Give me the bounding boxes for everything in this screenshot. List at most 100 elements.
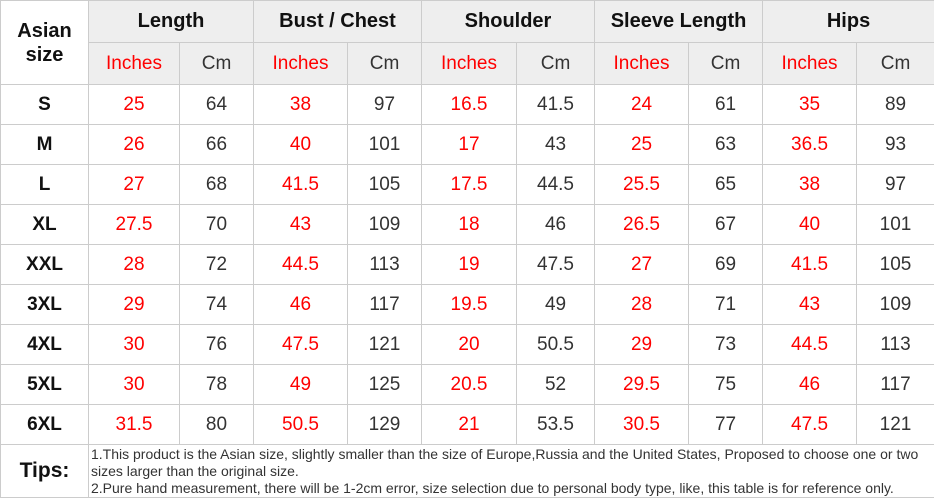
unit-header-row: Inches Cm Inches Cm Inches Cm Inches Cm … — [1, 43, 934, 85]
inches-value: 50.5 — [254, 405, 348, 445]
inches-value: 19.5 — [422, 285, 517, 325]
cm-value: 78 — [180, 365, 254, 405]
unit-header-inches: Inches — [763, 43, 857, 85]
inches-value: 30 — [89, 325, 180, 365]
inches-value: 25 — [595, 125, 689, 165]
inches-value: 41.5 — [254, 165, 348, 205]
cm-value: 117 — [348, 285, 422, 325]
inches-value: 35 — [763, 85, 857, 125]
cm-value: 97 — [348, 85, 422, 125]
cm-value: 63 — [689, 125, 763, 165]
inches-value: 28 — [595, 285, 689, 325]
cm-value: 113 — [857, 325, 934, 365]
cm-value: 46 — [517, 205, 595, 245]
inches-value: 18 — [422, 205, 517, 245]
size-label: XL — [1, 205, 89, 245]
cm-value: 66 — [180, 125, 254, 165]
inches-value: 47.5 — [763, 405, 857, 445]
unit-header-inches: Inches — [254, 43, 348, 85]
inches-value: 46 — [254, 285, 348, 325]
inches-value: 27 — [595, 245, 689, 285]
tips-row: Tips: 1.This product is the Asian size, … — [1, 445, 934, 498]
unit-header-inches: Inches — [89, 43, 180, 85]
cm-value: 101 — [857, 205, 934, 245]
group-header-length: Length — [89, 1, 254, 43]
cm-value: 105 — [857, 245, 934, 285]
inches-value: 44.5 — [763, 325, 857, 365]
inches-value: 16.5 — [422, 85, 517, 125]
inches-value: 47.5 — [254, 325, 348, 365]
unit-header-cm: Cm — [348, 43, 422, 85]
cm-value: 53.5 — [517, 405, 595, 445]
cm-value: 71 — [689, 285, 763, 325]
inches-value: 29.5 — [595, 365, 689, 405]
cm-value: 64 — [180, 85, 254, 125]
cm-value: 80 — [180, 405, 254, 445]
inches-value: 46 — [763, 365, 857, 405]
cm-value: 121 — [348, 325, 422, 365]
inches-value: 17.5 — [422, 165, 517, 205]
unit-header-cm: Cm — [517, 43, 595, 85]
cm-value: 97 — [857, 165, 934, 205]
group-header-row: Asian size Length Bust / Chest Shoulder … — [1, 1, 934, 43]
inches-value: 43 — [763, 285, 857, 325]
group-header-sleeve-length: Sleeve Length — [595, 1, 763, 43]
inches-value: 25.5 — [595, 165, 689, 205]
cm-value: 109 — [857, 285, 934, 325]
cm-value: 72 — [180, 245, 254, 285]
unit-header-cm: Cm — [180, 43, 254, 85]
cm-value: 89 — [857, 85, 934, 125]
cm-value: 61 — [689, 85, 763, 125]
cm-value: 49 — [517, 285, 595, 325]
group-header-bust-chest: Bust / Chest — [254, 1, 422, 43]
inches-value: 43 — [254, 205, 348, 245]
inches-value: 17 — [422, 125, 517, 165]
cm-value: 69 — [689, 245, 763, 285]
cm-value: 93 — [857, 125, 934, 165]
cm-value: 70 — [180, 205, 254, 245]
cm-value: 73 — [689, 325, 763, 365]
unit-header-inches: Inches — [422, 43, 517, 85]
size-label: XXL — [1, 245, 89, 285]
inches-value: 40 — [254, 125, 348, 165]
size-label: 5XL — [1, 365, 89, 405]
size-label: M — [1, 125, 89, 165]
group-header-hips: Hips — [763, 1, 934, 43]
cm-value: 105 — [348, 165, 422, 205]
inches-value: 40 — [763, 205, 857, 245]
cm-value: 75 — [689, 365, 763, 405]
cm-value: 47.5 — [517, 245, 595, 285]
inches-value: 30.5 — [595, 405, 689, 445]
size-label: 4XL — [1, 325, 89, 365]
inches-value: 20 — [422, 325, 517, 365]
size-label: L — [1, 165, 89, 205]
inches-value: 29 — [89, 285, 180, 325]
cm-value: 117 — [857, 365, 934, 405]
unit-header-cm: Cm — [689, 43, 763, 85]
cm-value: 52 — [517, 365, 595, 405]
cm-value: 67 — [689, 205, 763, 245]
inches-value: 26.5 — [595, 205, 689, 245]
inches-value: 38 — [254, 85, 348, 125]
tips-label: Tips: — [1, 445, 89, 498]
inches-value: 25 — [89, 85, 180, 125]
cm-value: 41.5 — [517, 85, 595, 125]
cm-value: 50.5 — [517, 325, 595, 365]
inches-value: 20.5 — [422, 365, 517, 405]
inches-value: 31.5 — [89, 405, 180, 445]
cm-value: 68 — [180, 165, 254, 205]
cm-value: 74 — [180, 285, 254, 325]
group-header-shoulder: Shoulder — [422, 1, 595, 43]
inches-value: 27 — [89, 165, 180, 205]
inches-value: 21 — [422, 405, 517, 445]
unit-header-inches: Inches — [595, 43, 689, 85]
cm-value: 129 — [348, 405, 422, 445]
cm-value: 44.5 — [517, 165, 595, 205]
inches-value: 44.5 — [254, 245, 348, 285]
